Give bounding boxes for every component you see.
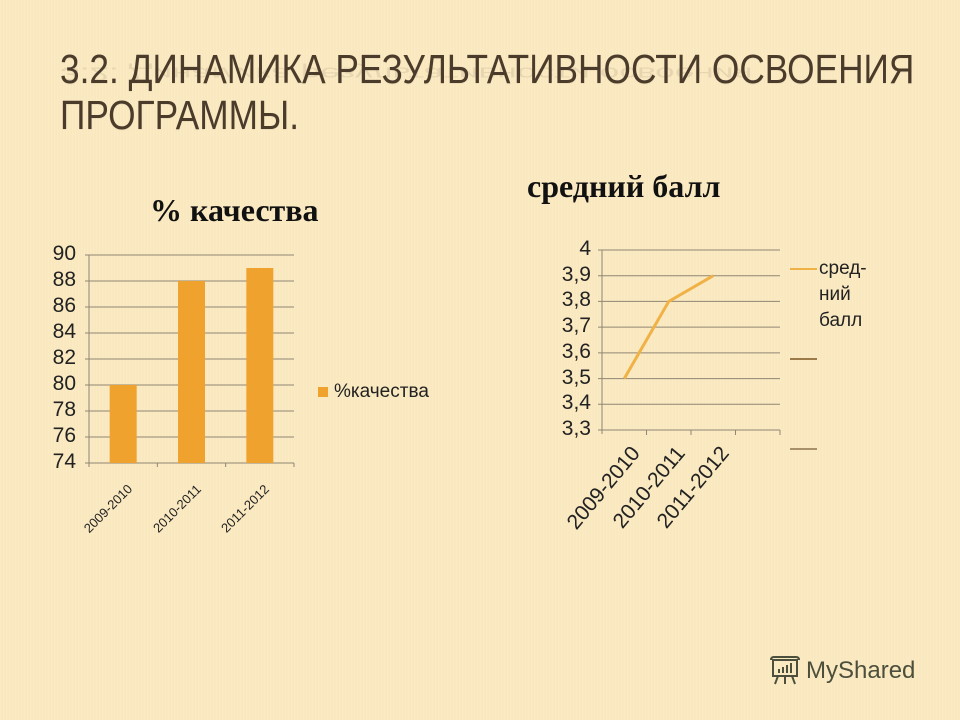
y-tick-label: 90 — [52, 242, 76, 265]
y-tick-label: 3,8 — [561, 288, 591, 312]
legend-label: балл — [819, 310, 863, 331]
watermark: MyShared — [768, 656, 915, 686]
bar-2010-2011 — [178, 281, 205, 463]
y-tick-label: 3,4 — [561, 391, 591, 415]
y-tick-label: 82 — [52, 346, 76, 369]
legend-label: %качества — [334, 381, 429, 402]
bar-2011-2012 — [246, 268, 274, 463]
legend-label: ний — [819, 284, 851, 305]
slide-title-line-2: программы. — [60, 92, 300, 138]
line-series-srednij-ball — [622, 274, 715, 380]
legend-swatch — [318, 387, 328, 397]
y-tick-label: 3,5 — [561, 365, 591, 389]
line-chart-title: средний балл — [527, 168, 721, 204]
legend-label: сред- — [819, 258, 867, 279]
bar-chart-title: % качества — [150, 192, 319, 228]
y-tick-label: 3,3 — [561, 417, 591, 440]
y-tick-label: 76 — [52, 424, 76, 447]
y-tick-label: 3,7 — [561, 314, 591, 338]
y-tick-label: 84 — [52, 320, 76, 343]
y-tick-label: 88 — [52, 268, 76, 291]
y-tick-label: 78 — [52, 398, 76, 421]
y-tick-label: 3,9 — [561, 262, 591, 286]
y-tick-label: 3,6 — [561, 339, 591, 363]
y-tick-label: 74 — [52, 450, 76, 473]
slide-title: 3.2. Динамика результативности освоения … — [60, 46, 915, 138]
slide-title-line-1: 3.2. Динамика результативности освоения — [60, 46, 915, 92]
bar-2009-2010 — [109, 385, 137, 463]
presentation-board-icon — [770, 656, 800, 685]
watermark-text: MyShared — [806, 657, 916, 684]
y-tick-label: 80 — [52, 372, 76, 395]
y-tick-label: 4 — [579, 237, 591, 260]
y-tick-label: 86 — [52, 294, 76, 317]
